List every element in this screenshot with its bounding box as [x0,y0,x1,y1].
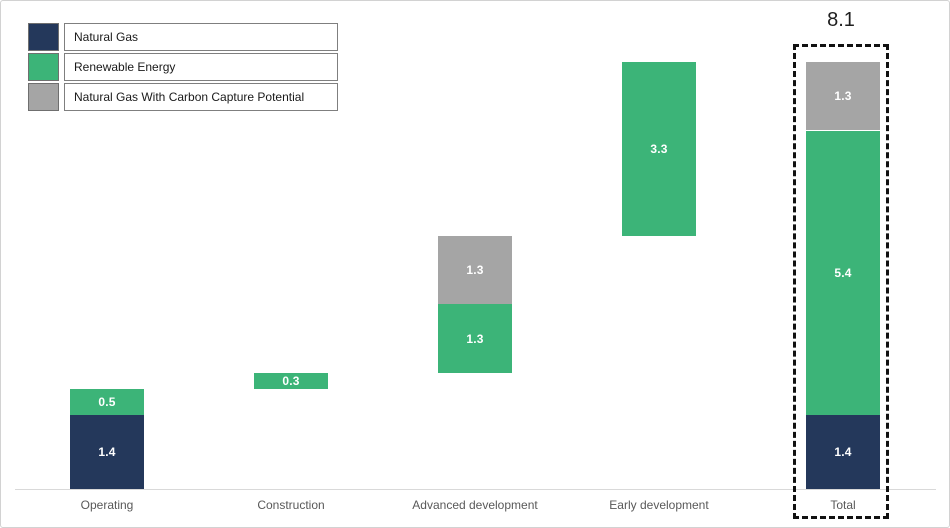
bar-segment: 1.3 [806,61,880,131]
bar-segment: 1.4 [70,415,144,489]
total-value-label: 8.1 [827,9,855,31]
bar-segment-value: 0.3 [282,373,300,388]
bar-segment-value: 1.3 [466,331,484,346]
x-axis-tick-label: Early development [609,498,709,512]
legend-item-carbon-capture: Natural Gas With Carbon Capture Potentia… [28,83,338,111]
legend-item-renewable-energy: Renewable Energy [28,53,338,81]
carbon-capture-swatch-icon [28,83,59,111]
bar-segment-value: 0.5 [98,395,116,409]
x-axis-tick-label: Construction [257,498,325,512]
x-axis-tick-label: Operating [80,498,134,512]
total-highlight-box [793,44,889,519]
x-axis-tick-label: Total [830,498,856,512]
bar-segment: 1.3 [438,235,512,305]
bar-segment: 3.3 [622,61,696,236]
bar-segment-value: 1.4 [834,445,852,460]
bar-segment: 0.5 [70,388,144,416]
bar-segment: 0.3 [254,373,328,389]
legend-label: Renewable Energy [64,53,338,81]
x-axis-line [15,489,936,490]
bar-segment-value: 1.3 [834,89,852,104]
bar-segment: 1.3 [438,304,512,373]
bar-segment-value: 5.4 [834,265,852,280]
renewable-energy-swatch-icon [28,53,59,81]
natural-gas-swatch-icon [28,23,59,51]
x-axis-tick-label: Advanced development [412,498,538,512]
legend-item-natural-gas: Natural Gas [28,23,338,51]
bar-segment: 5.4 [806,130,880,416]
bar-segment: 1.4 [806,415,880,489]
bar-segment-value: 1.4 [98,445,116,460]
bar-segment-value: 1.3 [466,263,484,278]
legend-label: Natural Gas With Carbon Capture Potentia… [64,83,338,111]
bar-segment-value: 3.3 [650,141,668,156]
legend-label: Natural Gas [64,23,338,51]
